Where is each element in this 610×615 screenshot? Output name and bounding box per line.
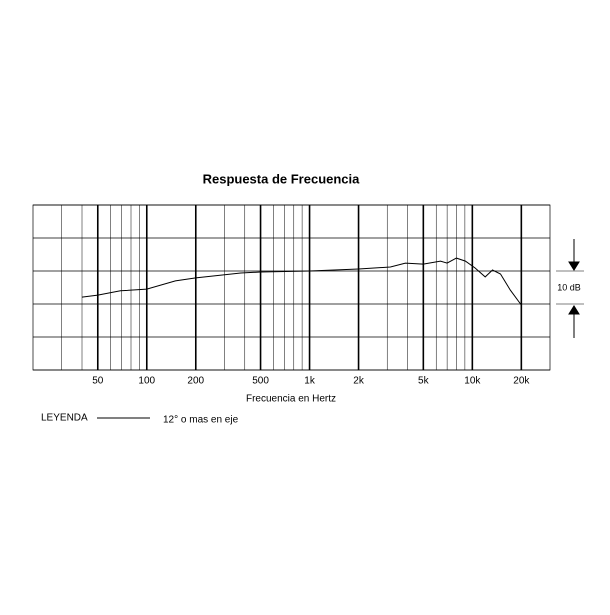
x-tick-label: 50 xyxy=(92,376,104,387)
x-tick-label: 1k xyxy=(304,376,316,387)
x-tick-label: 200 xyxy=(187,376,204,387)
x-tick-label: 2k xyxy=(353,376,365,387)
x-axis-label: Frecuencia en Hertz xyxy=(246,394,336,405)
x-tick-label: 5k xyxy=(418,376,430,387)
legend-label: 12° o mas en eje xyxy=(163,415,239,426)
chart-title: Respuesta de Frecuencia xyxy=(203,171,361,186)
arrow-head xyxy=(568,305,580,315)
x-tick-label: 20k xyxy=(513,376,530,387)
plot-frame xyxy=(32,204,551,371)
x-tick-label: 10k xyxy=(464,376,481,387)
x-tick-label: 500 xyxy=(252,376,269,387)
scale-annotation: 10 dB xyxy=(557,282,581,292)
response-line xyxy=(81,257,522,306)
x-tick-label: 100 xyxy=(138,376,155,387)
legend-title: LEYENDA xyxy=(41,413,88,424)
arrow-head xyxy=(568,261,580,271)
scale-arrows xyxy=(556,239,584,338)
